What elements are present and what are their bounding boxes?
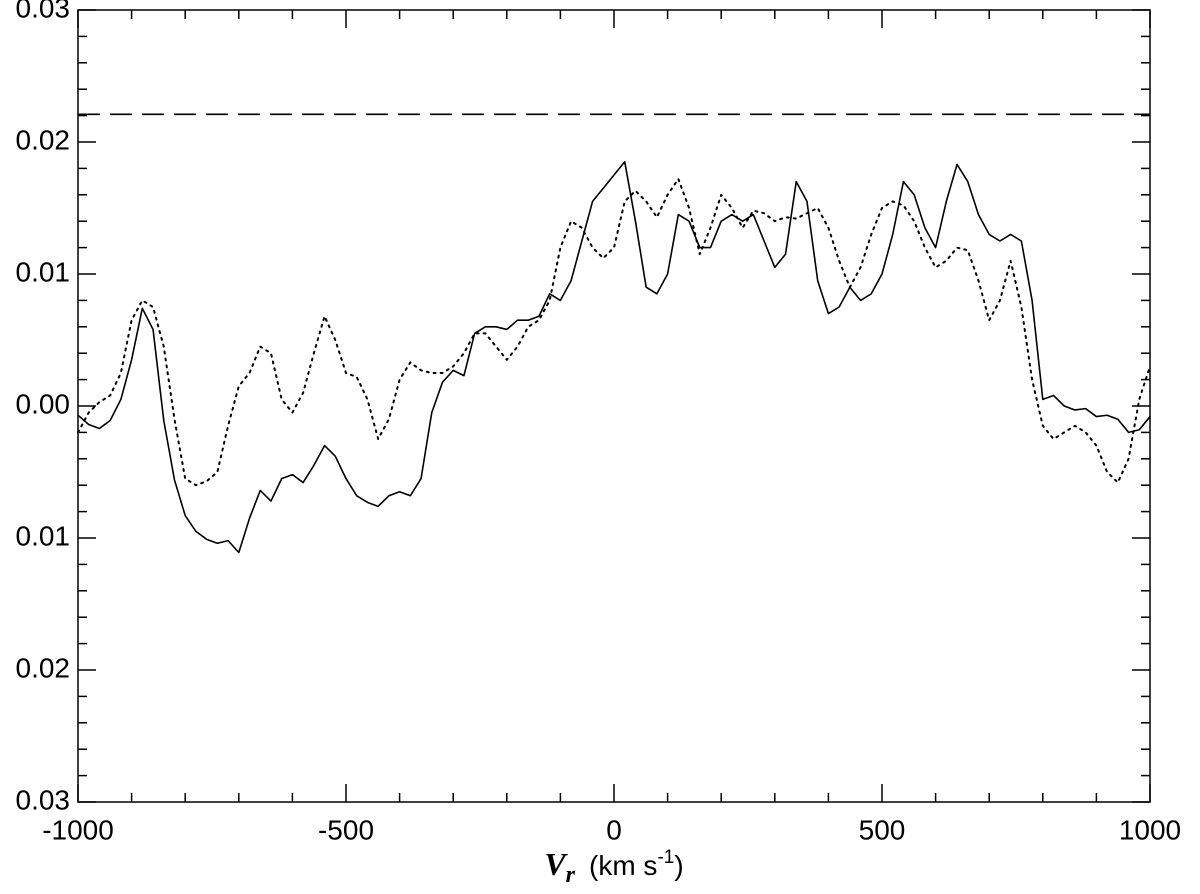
data-line [77,161,1151,554]
plot-frame [77,9,1151,803]
y-tick-label: 0.01 [16,520,71,551]
x-tick-label: 1000 [1119,814,1181,845]
x-label-symbol: V [544,846,568,882]
y-tick-label: 0.03 [16,784,71,815]
x-tick-label: 500 [859,814,906,845]
y-tick-label: 0.02 [16,124,71,155]
data-line [77,177,1151,487]
x-label-close: ) [674,850,683,881]
y-tick-label: 0.02 [16,652,71,683]
x-label-exponent: -1 [657,847,674,868]
y-tick-label: 0.01 [16,256,71,287]
x-label-unit: (km s [589,850,657,881]
x-axis-label: Vr (km s-1) [544,846,683,887]
y-tick-label: 0.00 [16,388,71,419]
x-tick-label: -500 [318,814,374,845]
x-tick-label: 0 [606,814,622,845]
x-tick-label: -1000 [42,814,114,845]
x-label-subscript: r [566,862,576,888]
y-tick-label: 0.03 [16,0,71,23]
axes [77,9,1151,803]
